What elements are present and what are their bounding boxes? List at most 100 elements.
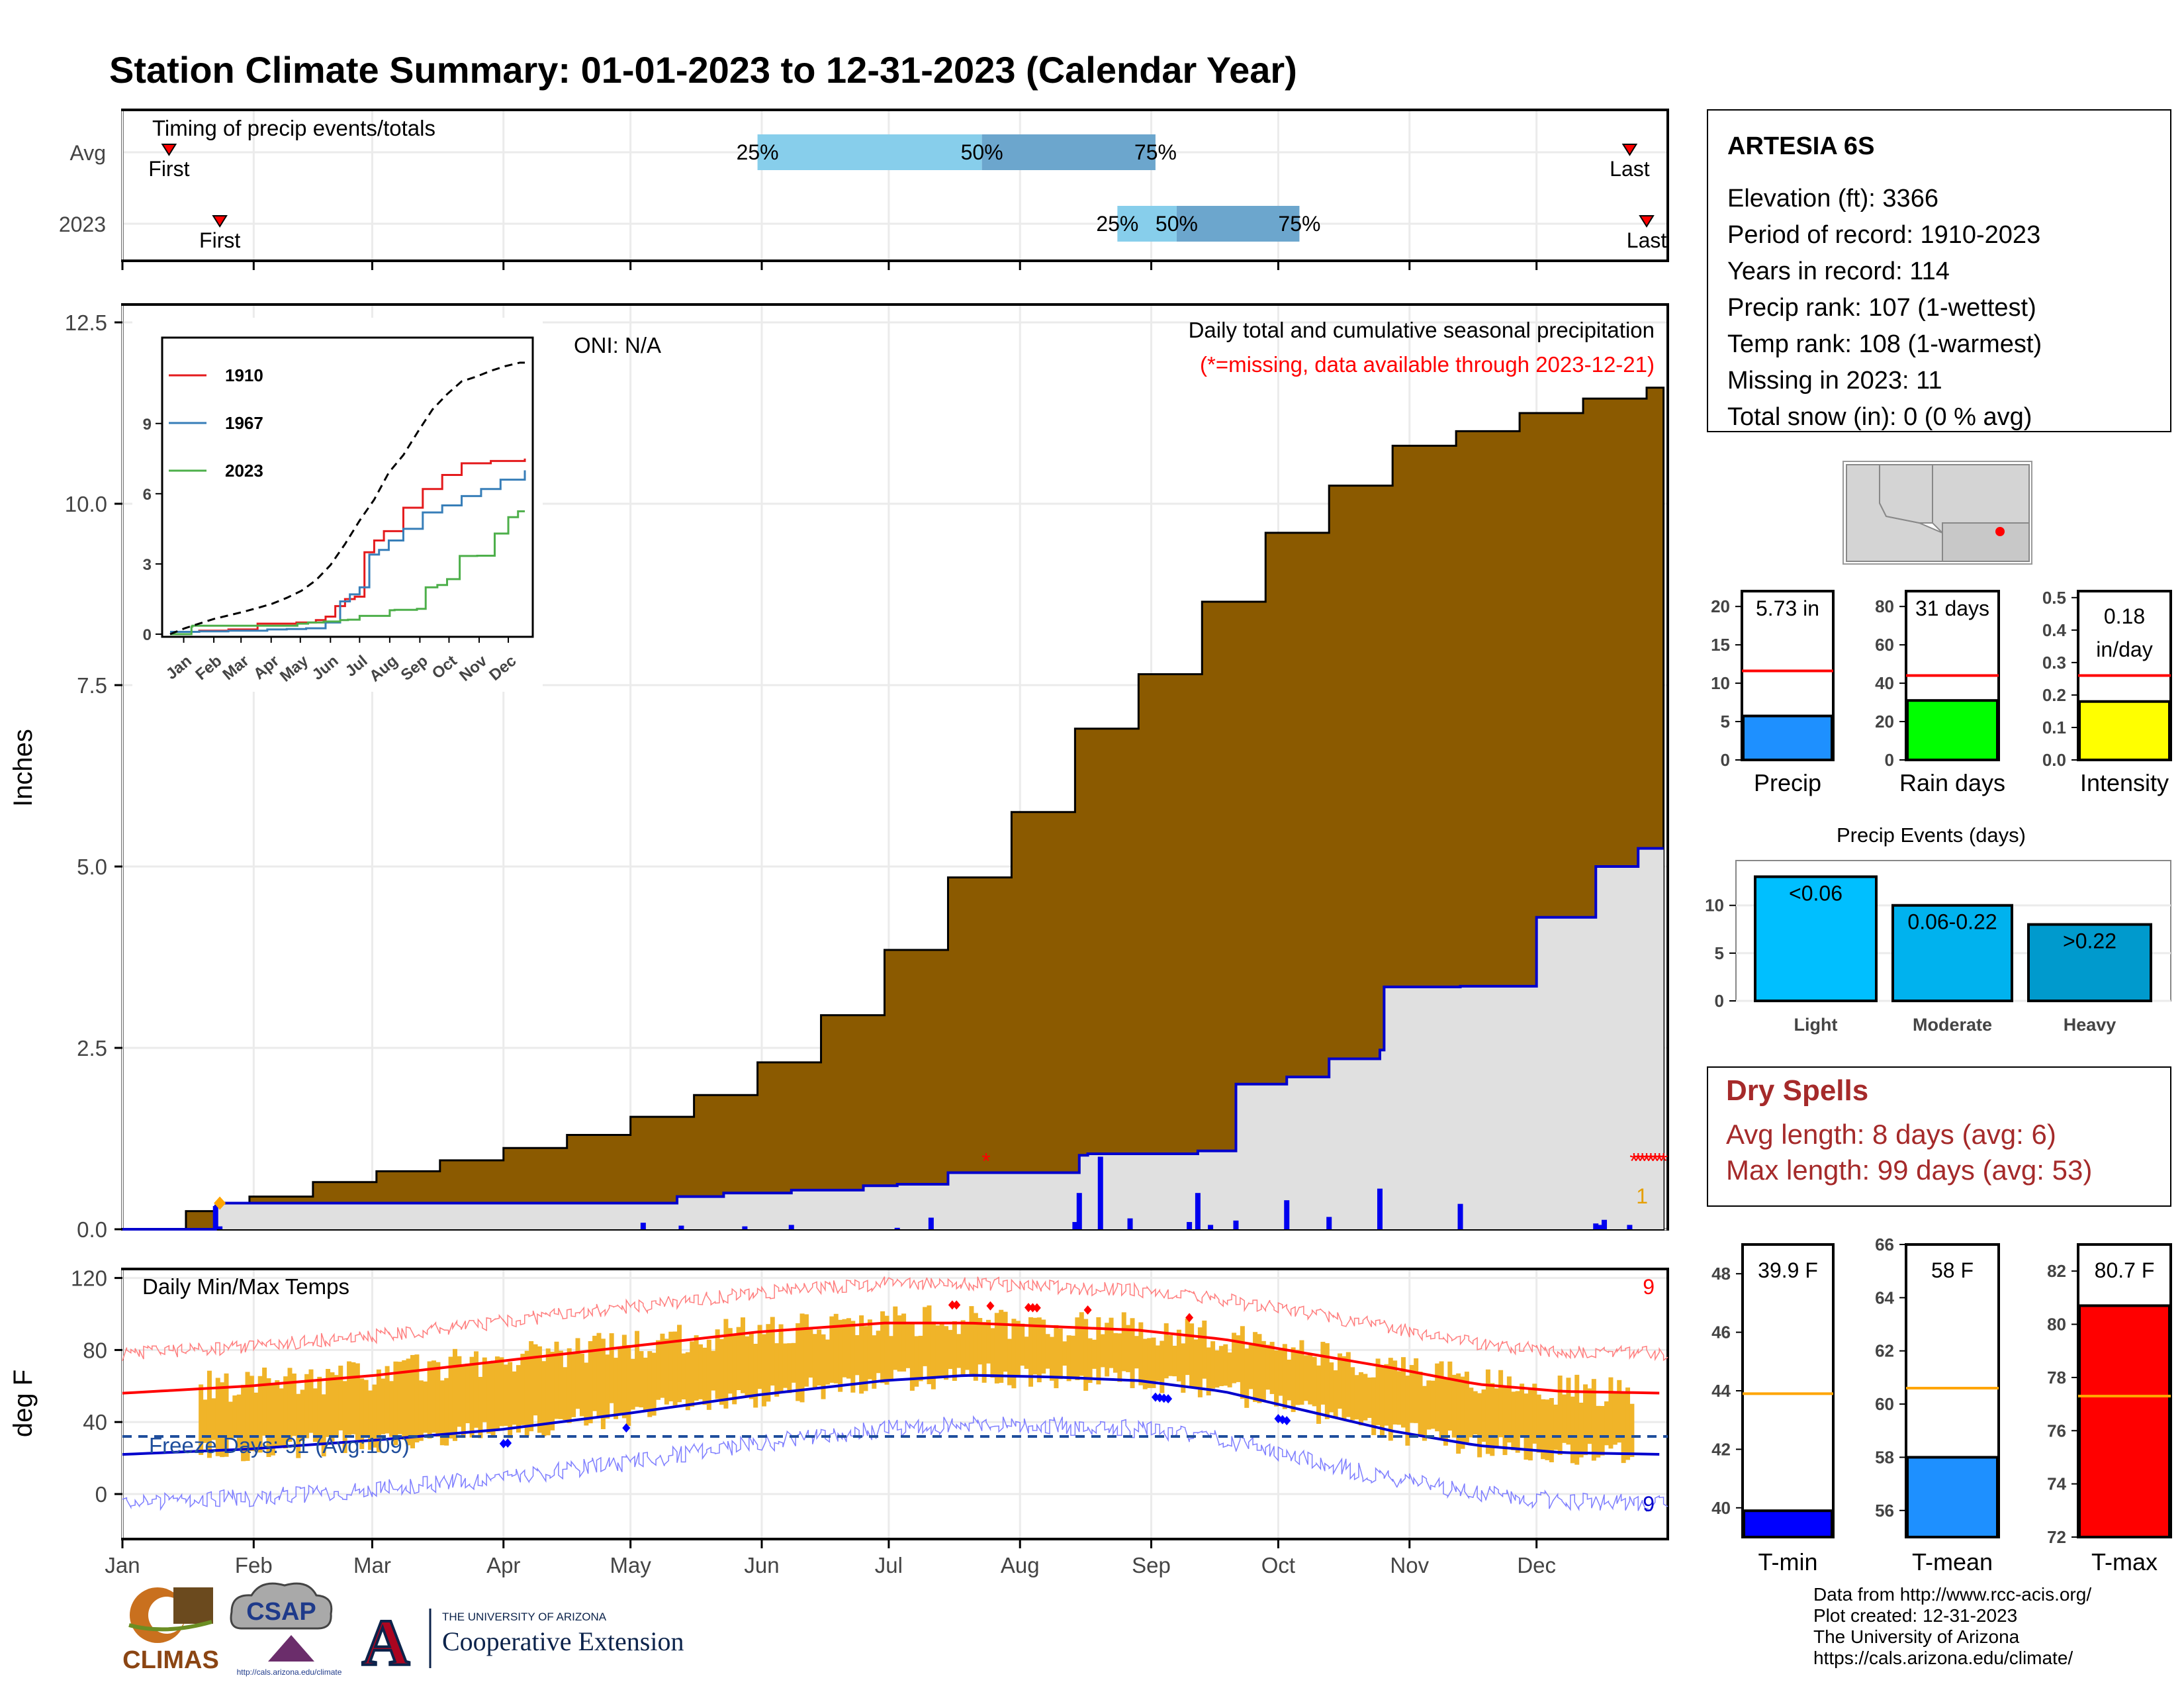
daily-temp-bar (1007, 1338, 1013, 1385)
footer-line-4: https://cals.arizona.edu/climate/ (1813, 1648, 2073, 1668)
daily-temp-bar (351, 1362, 356, 1434)
timing-p25-label: 25% (737, 140, 779, 164)
daily-temp-bar (452, 1348, 457, 1441)
timing-first-marker (161, 144, 177, 156)
temp-gauge-tick-label: 56 (1875, 1501, 1894, 1521)
timing-last-label: Last (1627, 228, 1667, 252)
daily-temp-bar (1629, 1403, 1635, 1458)
timing-title: Timing of precip events/totals (152, 116, 435, 140)
missing-day-marker: * (1642, 1149, 1651, 1174)
precip-gauge-tick-label: 0 (1721, 750, 1730, 770)
precip-events-bar-label: 0.06-0.22 (1907, 910, 1997, 934)
record-high-marker (952, 1300, 961, 1310)
missing-day-marker: * (1651, 1149, 1659, 1174)
station-missing: Missing in 2023: 11 (1727, 367, 1942, 395)
precip-events-tick-label: 10 (1705, 896, 1724, 915)
station-period: Period of record: 1910-2023 (1727, 221, 2040, 249)
daily-temp-bar (232, 1395, 238, 1438)
daily-temp-bar (1596, 1405, 1601, 1458)
daily-temp-bar (1578, 1402, 1584, 1458)
daily-temp-bar (1350, 1367, 1355, 1421)
daily-temp-bar (1469, 1387, 1474, 1438)
daily-temp-bar (304, 1374, 310, 1438)
daily-temp-bar (1155, 1345, 1160, 1382)
daily-temp-bar (850, 1321, 856, 1393)
daily-temp-bar (639, 1351, 644, 1408)
daily-temp-bar (812, 1334, 817, 1389)
daily-temp-bar (406, 1358, 411, 1446)
daily-temp-bar (1176, 1329, 1181, 1382)
inset-y-tick-label: 3 (143, 556, 152, 574)
daily-temp-bar (334, 1375, 339, 1438)
daily-temp-bar (1269, 1342, 1275, 1394)
daily-temp-bar (427, 1361, 432, 1439)
missing-day-marker: * (1634, 1149, 1643, 1174)
daily-temp-bar (796, 1323, 801, 1401)
daily-temp-bar (1248, 1344, 1253, 1389)
precip-gauge-tick-label: 20 (1875, 712, 1894, 731)
daily-temp-bar (821, 1334, 826, 1399)
daily-temp-bar (1113, 1333, 1118, 1373)
daily-temp-bar (1485, 1369, 1490, 1454)
daily-precip-bar (640, 1223, 646, 1229)
station-elevation: Elevation (ft): 3366 (1727, 185, 1938, 212)
daily-temp-bar (393, 1361, 398, 1446)
daily-temp-bar (944, 1326, 949, 1380)
month-tick-label: Oct (1261, 1553, 1295, 1577)
daily-temp-bar (1527, 1388, 1533, 1461)
daily-temp-bar (838, 1319, 843, 1392)
daily-temp-bar (778, 1324, 784, 1393)
daily-precip-bar (678, 1225, 684, 1229)
daily-temp-bar (1032, 1317, 1038, 1375)
daily-temp-bar (482, 1357, 487, 1423)
temp-y-tick-label: 80 (83, 1338, 107, 1362)
temp-gauge-tick-label: 62 (1875, 1341, 1894, 1361)
daily-temp-bar (249, 1376, 254, 1452)
daily-temp-bar (1160, 1340, 1165, 1393)
csap-url: http://cals.arizona.edu/climate (237, 1667, 342, 1677)
precip-events-tick-label: 5 (1715, 943, 1724, 963)
temp-gauge-tick-label: 44 (1711, 1381, 1731, 1401)
daily-temp-bar (901, 1313, 907, 1372)
daily-temp-bar (1109, 1317, 1114, 1368)
precip-annotation: Daily total and cumulative seasonal prec… (1189, 318, 1655, 342)
daily-temp-bar (1464, 1372, 1469, 1442)
daily-temp-bar (1520, 1383, 1525, 1437)
daily-temp-bar (978, 1318, 983, 1365)
daily-temp-bar (503, 1364, 508, 1426)
temp-y-tick-label: 120 (71, 1266, 107, 1291)
daily-temp-bar (842, 1319, 847, 1378)
daily-temp-bar (1168, 1335, 1173, 1376)
daily-temp-bar (965, 1323, 970, 1370)
record-low-marker (1164, 1394, 1173, 1404)
precip-events-bar (2027, 923, 2152, 1002)
temp-gauge-tick-label: 60 (1875, 1394, 1894, 1414)
month-tick-label: Jun (744, 1553, 779, 1577)
daily-temp-bar (1426, 1380, 1432, 1430)
daily-temp-bar (672, 1331, 678, 1406)
daily-temp-bar (1214, 1350, 1220, 1388)
timing-last-marker (1639, 215, 1655, 228)
daily-temp-bar (927, 1305, 932, 1385)
precip-y-tick-label: 5.0 (77, 855, 107, 879)
inset-y-tick-label: 0 (143, 626, 152, 644)
ua-letter: A (362, 1606, 410, 1679)
obs-cumulative-area (122, 848, 1664, 1229)
daily-temp-bar (1515, 1391, 1520, 1453)
record-low-marker (622, 1423, 631, 1433)
daily-temp-bar (723, 1319, 729, 1409)
daily-temp-bar (711, 1350, 716, 1391)
station-precip-rank: Precip rank: 107 (1-wettest) (1727, 294, 2036, 322)
inset-series-line (170, 470, 526, 633)
daily-temp-bar (1430, 1380, 1435, 1429)
timing-q1-bar (757, 134, 982, 170)
daily-temp-bar (1477, 1393, 1482, 1458)
daily-temp-bar (1236, 1335, 1241, 1382)
daily-temp-bar (435, 1362, 441, 1437)
precip-y-tick-label: 10.0 (65, 492, 107, 516)
temp-gauge-label: T-mean (1912, 1548, 1993, 1575)
daily-temp-bar (1439, 1361, 1444, 1440)
daily-temp-bar (825, 1339, 830, 1385)
precip-y-tick-label: 7.5 (77, 673, 107, 698)
daily-temp-bar (372, 1384, 377, 1448)
